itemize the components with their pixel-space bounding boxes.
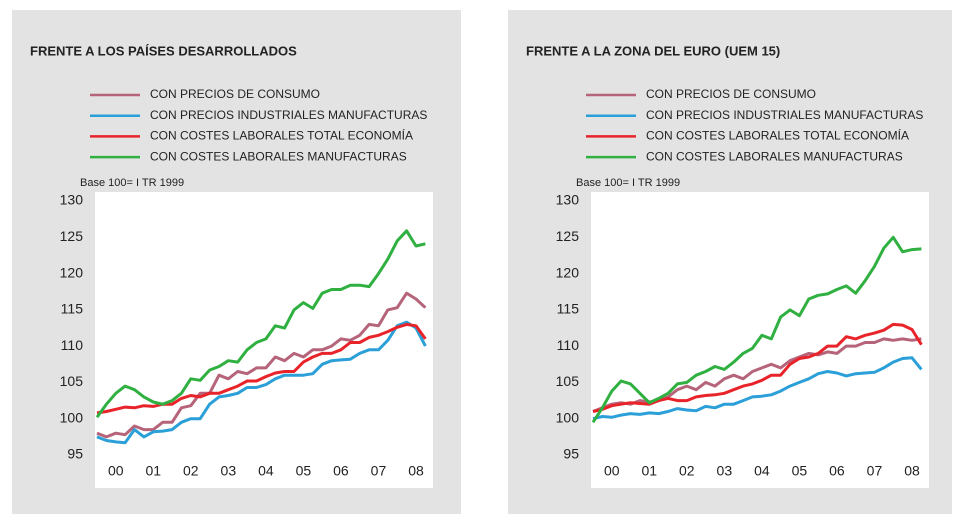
x-tick-label: 08 — [408, 463, 424, 479]
x-tick-label: 00 — [108, 463, 124, 479]
y-tick-label: 100 — [60, 409, 84, 425]
x-tick-label: 04 — [258, 463, 274, 479]
y-tick-label: 130 — [556, 192, 580, 208]
y-tick-label: 95 — [563, 446, 579, 462]
x-tick-label: 01 — [146, 463, 162, 479]
x-tick-label: 01 — [642, 463, 658, 479]
legend-label: CON PRECIOS DE CONSUMO — [646, 87, 816, 101]
y-tick-label: 115 — [557, 301, 580, 317]
x-tick-label: 04 — [754, 463, 770, 479]
y-tick-label: 130 — [60, 192, 84, 208]
x-tick-label: 00 — [604, 463, 620, 479]
legend-label: CON COSTES LABORALES MANUFACTURAS — [646, 149, 903, 163]
legend-label: CON COSTES LABORALES TOTAL ECONOMÍA — [646, 128, 909, 143]
x-tick-label: 06 — [333, 463, 349, 479]
y-tick-label: 110 — [557, 337, 580, 353]
line-series — [96, 322, 427, 415]
y-tick-label: 120 — [60, 264, 84, 280]
y-tick-label: 120 — [556, 264, 580, 280]
legend-label: CON PRECIOS INDUSTRIALES MANUFACTURAS — [150, 108, 427, 122]
y-tick-label: 110 — [61, 337, 84, 353]
y-tick-label: 100 — [556, 409, 580, 425]
line-series — [591, 235, 922, 424]
x-tick-label: 07 — [867, 463, 883, 479]
y-tick-label: 125 — [60, 228, 84, 244]
line-series — [592, 356, 923, 421]
y-tick-label: 125 — [556, 228, 580, 244]
legend-label: CON PRECIOS INDUSTRIALES MANUFACTURAS — [646, 108, 923, 122]
x-tick-label: 05 — [296, 463, 312, 479]
note: Base 100= I TR 1999 — [576, 177, 680, 189]
note: Base 100= I TR 1999 — [80, 177, 184, 189]
y-tick-label: 115 — [61, 301, 84, 317]
legend-label: CON PRECIOS DE CONSUMO — [150, 87, 320, 101]
chart-title: FRENTE A LOS PAÍSES DESARROLLADOS — [30, 43, 297, 58]
line-series — [96, 320, 427, 445]
x-tick-label: 03 — [221, 463, 237, 479]
line-series — [95, 229, 426, 419]
legend-label: CON COSTES LABORALES MANUFACTURAS — [150, 149, 407, 163]
x-tick-label: 03 — [717, 463, 733, 479]
chart-title: FRENTE A LA ZONA DEL EURO (UEM 15) — [526, 43, 780, 58]
x-tick-label: 02 — [183, 463, 199, 479]
y-tick-label: 105 — [60, 373, 84, 389]
line-series — [592, 322, 923, 413]
x-tick-label: 02 — [679, 463, 695, 479]
legend-label: CON COSTES LABORALES TOTAL ECONOMÍA — [150, 128, 413, 143]
y-tick-label: 95 — [67, 446, 83, 462]
x-tick-label: 08 — [904, 463, 920, 479]
line-series — [96, 291, 427, 439]
x-tick-label: 06 — [829, 463, 845, 479]
x-tick-label: 07 — [371, 463, 387, 479]
y-tick-label: 105 — [556, 373, 580, 389]
x-tick-label: 05 — [792, 463, 808, 479]
